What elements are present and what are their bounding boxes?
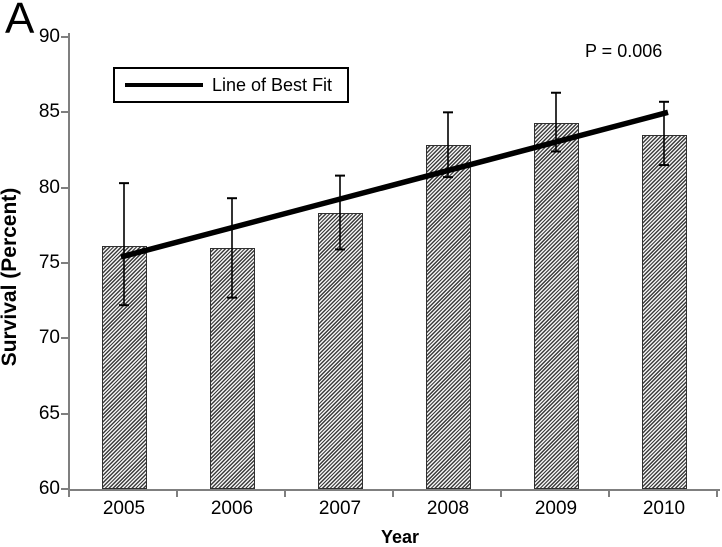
bar-2006: [209, 247, 255, 489]
y-tick-mark: [61, 262, 68, 264]
y-tick-label: 90: [38, 26, 60, 47]
y-tick-mark: [61, 186, 68, 189]
panel-label: A: [5, 0, 35, 43]
y-tick-label: 65: [38, 402, 60, 424]
y-tick-label: 70: [38, 327, 60, 349]
x-tick-mark: [68, 491, 70, 497]
bar-2007: [317, 213, 363, 489]
x-axis-line: [68, 489, 720, 491]
p-value-annotation: P = 0.006: [585, 41, 663, 61]
y-tick-mark: [61, 412, 68, 415]
y-axis-line: [68, 33, 70, 491]
bar-2009: [533, 122, 579, 489]
x-tick-mark: [284, 491, 286, 497]
x-tick-mark: [608, 491, 610, 497]
bar-2010: [641, 134, 687, 489]
y-tick-label: 85: [38, 101, 60, 123]
x-tick-mark: [500, 491, 502, 497]
x-tick-mark: [716, 491, 718, 497]
trend-line-sample-icon: [125, 83, 203, 87]
y-tick-mark: [61, 337, 68, 340]
y-tick-label: 75: [38, 252, 60, 273]
bar-2005: [101, 246, 147, 489]
bar-2008: [425, 145, 471, 489]
x-tick-label-2006: 2006: [210, 498, 254, 519]
y-tick-label: 60: [38, 478, 60, 499]
x-tick-label-2010: 2010: [642, 498, 686, 519]
y-tick-label: 80: [38, 176, 60, 198]
x-tick-label-2007: 2007: [318, 498, 362, 519]
x-tick-label-2005: 2005: [102, 498, 146, 519]
x-tick-label-2008: 2008: [426, 498, 470, 519]
x-axis-title: Year: [380, 527, 420, 547]
best-fit-line: [120, 109, 669, 260]
y-tick-mark: [61, 488, 68, 490]
x-tick-mark: [392, 491, 394, 497]
legend-label: Line of Best Fit: [212, 74, 333, 95]
legend: Line of Best Fit: [113, 67, 349, 103]
y-tick-mark: [61, 111, 68, 114]
x-tick-mark: [176, 491, 178, 497]
x-tick-label-2009: 2009: [534, 498, 578, 519]
y-axis-title: Survival (Percent): [0, 187, 21, 367]
y-tick-mark: [61, 36, 68, 38]
